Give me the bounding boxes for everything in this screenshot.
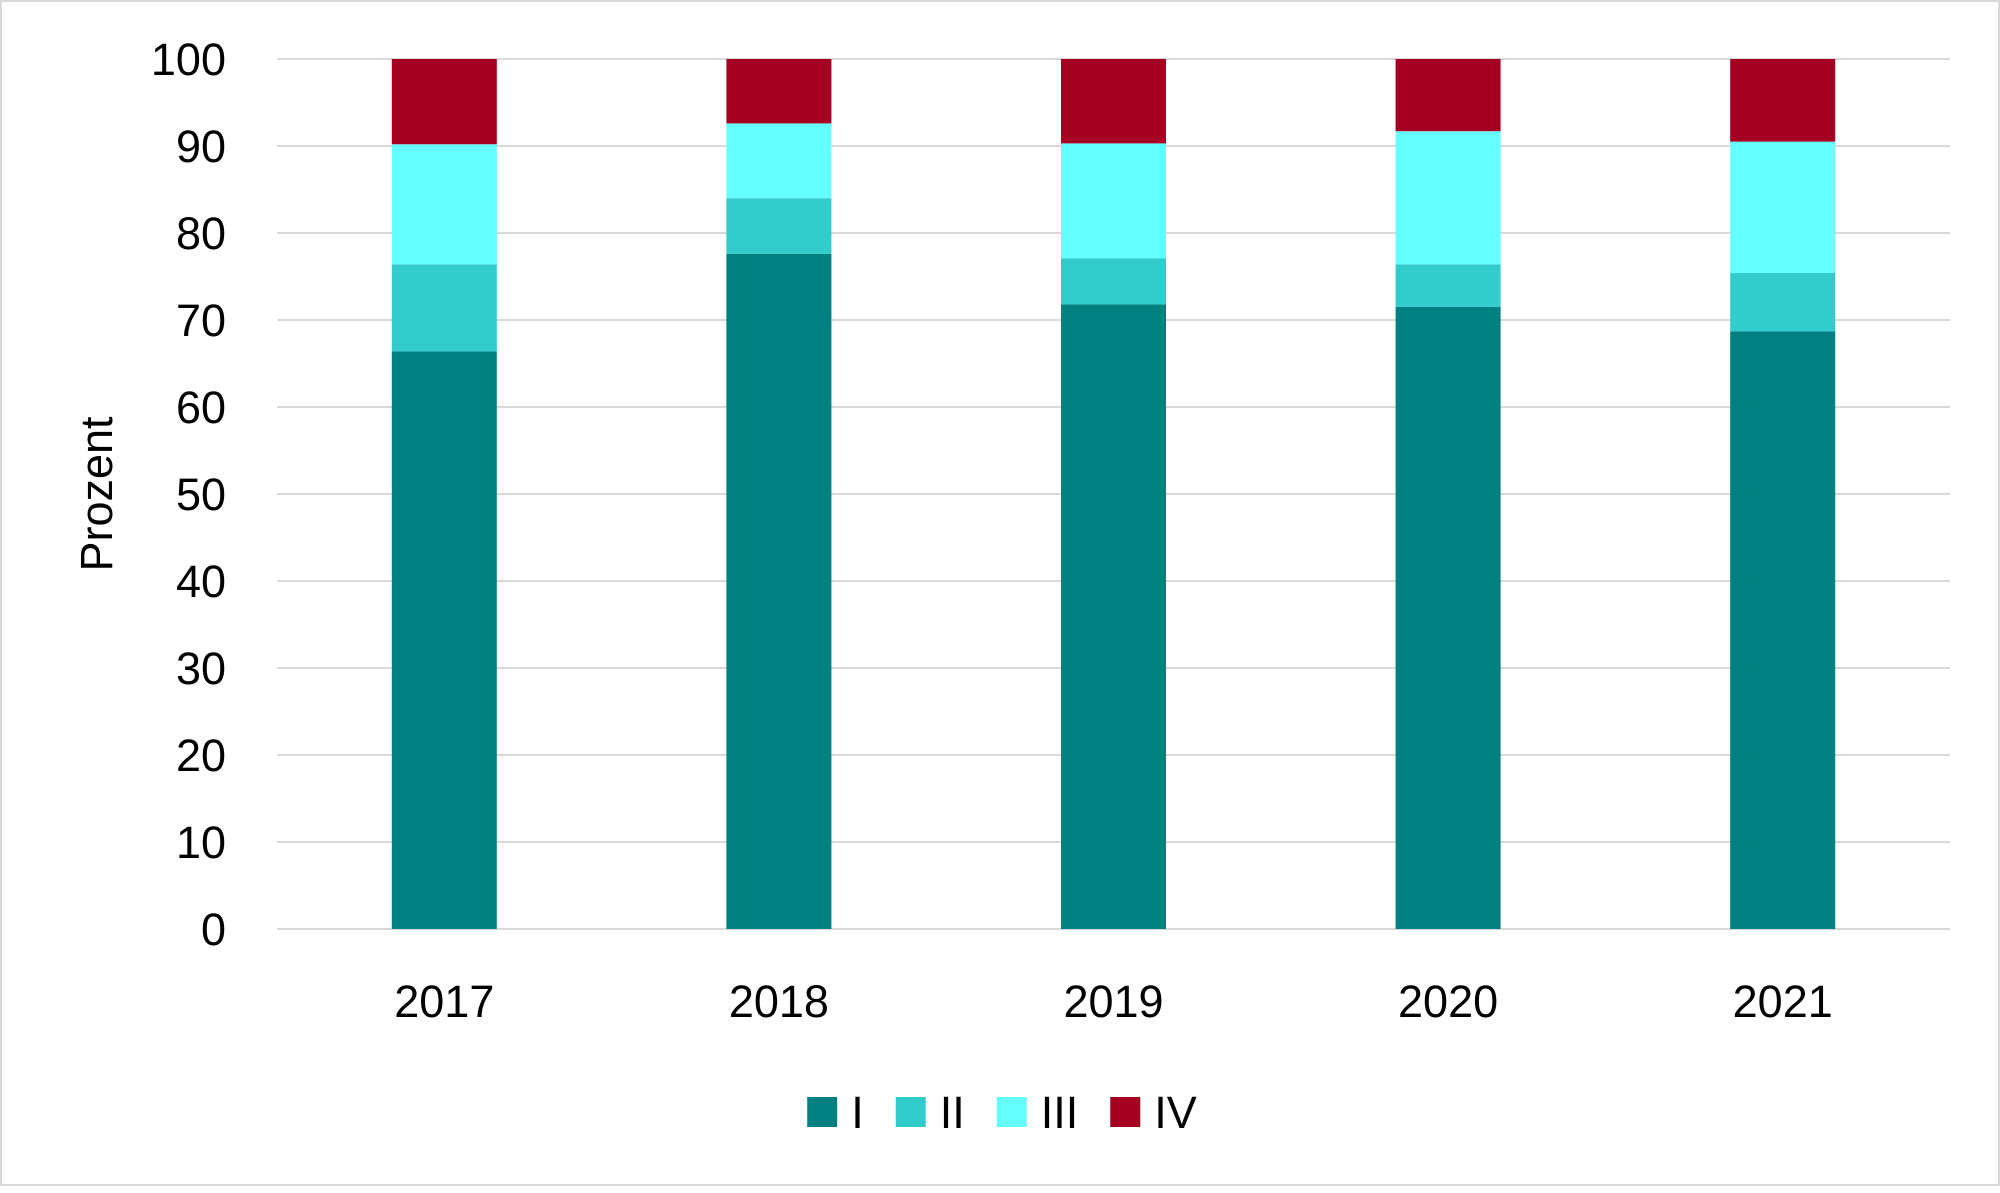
legend-label-IV: IV [1154,1087,1197,1138]
bar-2018-IV[interactable] [726,59,832,124]
x-tick-label-2018: 2018 [729,976,829,1027]
legend-swatch-II [895,1097,926,1127]
legend[interactable]: I II III IV [807,1087,1197,1138]
y-axis-title: Prozent [71,416,122,572]
bar-2019-I[interactable] [1061,304,1166,930]
bar-2019-IV[interactable] [1061,59,1166,144]
y-tick-label-50: 50 [176,469,226,520]
legend-swatch-IV [1110,1097,1141,1127]
legend-swatch-III [996,1097,1027,1127]
y-tick-label-60: 60 [176,382,226,433]
bar-2020-IV[interactable] [1395,59,1501,132]
bar-2018-II[interactable] [726,198,832,254]
bar-2020-III[interactable] [1395,131,1501,265]
x-tick-label-2017: 2017 [394,976,494,1027]
bar-2020-II[interactable] [1395,264,1501,307]
bar-2021-IV[interactable] [1730,59,1836,142]
bar-2021-I[interactable] [1730,331,1836,929]
y-tick-label-90: 90 [176,121,226,172]
y-tick-label-100: 100 [151,34,226,85]
x-tick-label-2019: 2019 [1063,976,1163,1027]
bar-2017-III[interactable] [391,144,497,265]
x-tick-label-2021: 2021 [1733,976,1833,1027]
legend-swatch-I [807,1097,838,1127]
bar-2017-I[interactable] [391,351,497,929]
x-tick-label-2020: 2020 [1398,976,1498,1027]
bar-2017-IV[interactable] [391,59,497,145]
y-tick-label-10: 10 [176,817,226,868]
y-tick-labels: 0 10 20 30 40 50 60 70 80 90 100 [151,34,226,955]
bar-2018-I[interactable] [726,253,832,929]
y-tick-label-80: 80 [176,208,226,259]
bar-2019-III[interactable] [1061,143,1166,259]
bar-2021-II[interactable] [1730,273,1836,332]
y-tick-label-30: 30 [176,643,226,694]
bars [391,59,1836,930]
bar-2021-III[interactable] [1730,141,1836,274]
y-tick-label-0: 0 [201,904,226,955]
y-tick-label-20: 20 [176,730,226,781]
bar-2018-III[interactable] [726,123,832,199]
legend-label-I: I [851,1087,864,1138]
y-tick-label-70: 70 [176,295,226,346]
legend-label-III: III [1041,1087,1079,1138]
x-tick-labels: 2017 2018 2019 2020 2021 [394,976,1833,1027]
y-tick-label-40: 40 [176,556,226,607]
bar-2020-I[interactable] [1395,306,1501,929]
bar-2019-II[interactable] [1061,258,1166,305]
legend-label-II: II [940,1087,965,1138]
bar-2017-II[interactable] [391,264,497,352]
